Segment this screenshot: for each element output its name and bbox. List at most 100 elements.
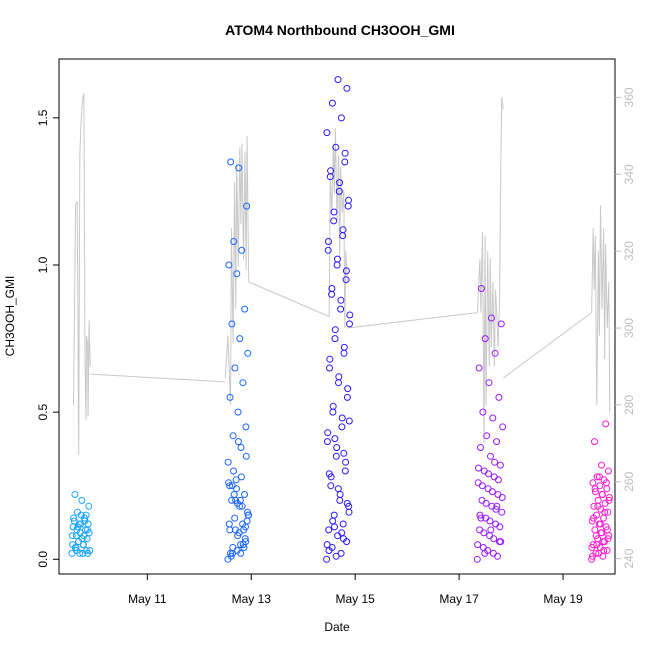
- data-point: [329, 402, 337, 410]
- y-tick-label-right: 280: [622, 395, 636, 415]
- data-point: [592, 532, 600, 540]
- data-point: [333, 261, 341, 269]
- x-tick-label: May 15: [336, 592, 376, 606]
- data-point: [342, 276, 350, 284]
- data-point: [603, 485, 611, 493]
- secondary-line-series: [73, 93, 611, 455]
- data-point: [475, 464, 482, 472]
- data-point: [604, 467, 612, 475]
- data-point: [599, 552, 607, 560]
- data-point: [333, 444, 341, 451]
- data-point: [238, 246, 246, 254]
- data-point: [491, 458, 499, 466]
- data-point: [235, 164, 243, 172]
- data-point: [227, 158, 235, 166]
- data-point: [336, 491, 344, 498]
- data-point: [490, 535, 498, 543]
- data-point: [244, 508, 251, 516]
- data-point: [477, 285, 485, 292]
- data-point: [497, 320, 505, 328]
- data-point: [496, 523, 504, 531]
- data-point: [594, 496, 602, 504]
- data-point: [602, 479, 610, 487]
- data-point: [241, 305, 249, 313]
- data-point: [488, 488, 496, 496]
- data-point: [493, 438, 501, 446]
- data-point: [330, 511, 338, 519]
- data-point: [345, 196, 352, 204]
- data-point: [229, 549, 237, 557]
- secondary-line-flight-1: [73, 93, 91, 455]
- data-point: [331, 523, 338, 531]
- data-point: [487, 452, 494, 460]
- data-point: [325, 470, 333, 478]
- x-tick-label: May 11: [128, 592, 167, 606]
- data-point: [594, 502, 602, 510]
- data-point: [588, 555, 596, 563]
- x-tick-label: May 17: [439, 592, 479, 606]
- y-tick-label-right: 320: [622, 241, 636, 261]
- data-point: [603, 526, 611, 534]
- data-point: [343, 499, 351, 507]
- data-point: [229, 544, 237, 551]
- data-point: [494, 476, 502, 484]
- data-point: [80, 541, 87, 549]
- data-point: [323, 438, 331, 446]
- secondary-line-flight-4: [476, 97, 504, 444]
- y-tick-label-left: 1.0: [36, 256, 50, 273]
- data-point: [498, 494, 506, 501]
- data-point: [337, 114, 345, 122]
- data-point: [337, 305, 345, 313]
- data-point: [495, 393, 503, 401]
- data-point: [76, 529, 84, 537]
- data-point: [478, 482, 486, 490]
- data-point: [341, 467, 349, 475]
- y-axis-left: 0.0 0.5 1.0 1.5: [36, 109, 59, 568]
- data-point: [346, 320, 353, 328]
- y-tick-label-right: 240: [622, 548, 636, 568]
- data-point: [477, 444, 484, 451]
- data-point: [334, 255, 341, 263]
- data-point: [491, 349, 499, 357]
- data-point: [589, 479, 597, 487]
- data-point: [334, 485, 342, 493]
- data-point: [328, 99, 336, 107]
- data-point: [486, 532, 494, 540]
- data-point: [494, 552, 501, 560]
- data-point: [341, 158, 349, 166]
- data-point: [70, 514, 78, 522]
- data-point: [591, 438, 598, 446]
- data-point: [243, 202, 251, 210]
- data-point: [227, 549, 234, 557]
- y-tick-label-right: 340: [622, 164, 636, 184]
- data-point: [237, 473, 245, 481]
- data-point: [82, 526, 89, 534]
- data-point: [323, 555, 331, 563]
- data-point: [492, 505, 500, 513]
- data-point: [339, 232, 347, 240]
- data-point: [601, 508, 609, 516]
- data-point: [481, 549, 489, 557]
- data-point: [344, 385, 352, 393]
- data-point: [338, 529, 346, 537]
- y-tick-label-right: 260: [622, 471, 636, 491]
- data-point: [332, 143, 340, 151]
- data-point: [336, 496, 344, 504]
- connector-line-4: [502, 312, 592, 379]
- data-point: [476, 526, 484, 534]
- x-tick-label: May 19: [543, 592, 583, 606]
- data-point: [492, 520, 500, 528]
- data-point: [244, 349, 252, 357]
- data-point: [229, 432, 237, 440]
- data-point: [225, 261, 233, 269]
- data-point: [241, 491, 248, 498]
- data-point: [74, 508, 81, 516]
- data-point: [82, 511, 90, 519]
- data-point: [329, 408, 337, 416]
- data-point: [324, 429, 332, 437]
- data-point: [334, 76, 342, 84]
- data-point: [332, 552, 340, 560]
- data-point: [473, 555, 481, 563]
- data-point: [596, 520, 604, 528]
- data-point: [75, 520, 83, 528]
